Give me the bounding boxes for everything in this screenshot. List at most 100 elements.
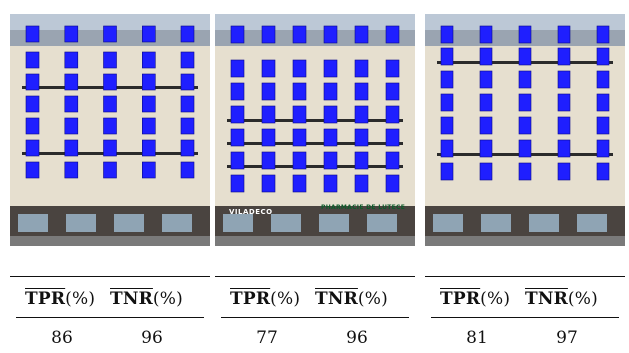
shop-window	[271, 214, 301, 232]
detected-window	[354, 128, 369, 147]
detected-window	[180, 139, 195, 157]
detected-window	[261, 151, 276, 170]
street	[215, 236, 415, 246]
building-photo-3	[425, 14, 625, 246]
street	[10, 236, 210, 246]
detected-window	[292, 174, 307, 193]
detected-window	[230, 59, 245, 78]
detected-window	[557, 70, 571, 89]
detected-window	[518, 47, 532, 66]
detected-window	[354, 151, 369, 170]
detected-window	[142, 73, 156, 91]
detected-window	[142, 117, 156, 135]
balcony-rail	[227, 119, 403, 122]
detected-window	[323, 59, 338, 78]
figure-panel-3: TPR(%) TNR(%) 81 97	[425, 0, 625, 353]
shop-window	[162, 214, 192, 232]
detected-window	[64, 139, 79, 157]
detected-window	[440, 116, 454, 135]
detected-window	[25, 139, 40, 157]
shop-window	[114, 214, 144, 232]
detected-window	[103, 139, 117, 157]
table-mid-rule	[221, 317, 409, 318]
detected-window	[440, 47, 454, 66]
detected-window	[557, 162, 571, 181]
detected-window	[323, 105, 338, 124]
detected-window	[142, 161, 156, 179]
detected-window	[557, 139, 571, 158]
shop-window	[18, 214, 48, 232]
detected-window	[261, 105, 276, 124]
detected-window	[142, 51, 156, 69]
detected-window	[64, 117, 79, 135]
detected-window	[25, 25, 40, 43]
table-top-rule	[425, 276, 625, 277]
detected-window	[479, 162, 493, 181]
tpr-header: TPR(%)	[230, 289, 301, 309]
detected-window	[440, 70, 454, 89]
detected-window	[64, 161, 79, 179]
table-top-rule	[10, 276, 210, 277]
detected-window	[103, 73, 117, 91]
tnr-value: 97	[556, 328, 578, 348]
tpr-value: 86	[51, 328, 73, 348]
detected-window	[385, 25, 400, 44]
balcony-rail	[227, 165, 403, 168]
detected-window	[103, 25, 117, 43]
table-top-rule	[215, 276, 415, 277]
tnr-header: TNR(%)	[525, 289, 598, 309]
detected-window	[25, 117, 40, 135]
shop-window	[66, 214, 96, 232]
shop-window	[223, 214, 253, 232]
detected-window	[292, 128, 307, 147]
detected-window	[596, 139, 610, 158]
detected-window	[230, 151, 245, 170]
detected-window	[230, 82, 245, 101]
tpr-value: 81	[466, 328, 488, 348]
detected-window	[518, 25, 532, 44]
detected-window	[64, 95, 79, 113]
detected-window	[596, 25, 610, 44]
detected-window	[596, 116, 610, 135]
detected-window	[557, 47, 571, 66]
street	[425, 236, 625, 246]
detected-window	[557, 116, 571, 135]
detected-window	[292, 25, 307, 44]
detected-window	[261, 25, 276, 44]
balcony-rail	[227, 142, 403, 145]
detected-window	[180, 161, 195, 179]
detected-window	[64, 73, 79, 91]
detected-window	[385, 105, 400, 124]
detected-window	[103, 161, 117, 179]
shop-window	[481, 214, 511, 232]
detected-window	[440, 93, 454, 112]
shop-sign-pharmacie: PHARMACIE DE LUTECE	[321, 204, 406, 211]
detected-window	[440, 139, 454, 158]
detected-window	[557, 25, 571, 44]
detected-window	[385, 151, 400, 170]
facade-wall	[215, 46, 415, 206]
shop-window	[577, 214, 607, 232]
detected-window	[142, 25, 156, 43]
detected-window	[25, 95, 40, 113]
detected-window	[292, 105, 307, 124]
tpr-header: TPR(%)	[25, 289, 96, 309]
table-mid-rule	[16, 317, 204, 318]
detected-window	[292, 59, 307, 78]
tpr-header: TPR(%)	[440, 289, 511, 309]
detected-window	[323, 128, 338, 147]
detected-window	[230, 105, 245, 124]
table-mid-rule	[431, 317, 619, 318]
building-photo-2: VILADECO PHARMACIE DE LUTECE	[215, 14, 415, 246]
detected-window	[354, 82, 369, 101]
detected-window	[479, 139, 493, 158]
tnr-header: TNR(%)	[110, 289, 183, 309]
detected-window	[323, 151, 338, 170]
detected-window	[292, 82, 307, 101]
detected-window	[354, 59, 369, 78]
detected-window	[25, 73, 40, 91]
detected-window	[354, 25, 369, 44]
detected-window	[103, 51, 117, 69]
detected-window	[479, 47, 493, 66]
detected-window	[479, 25, 493, 44]
